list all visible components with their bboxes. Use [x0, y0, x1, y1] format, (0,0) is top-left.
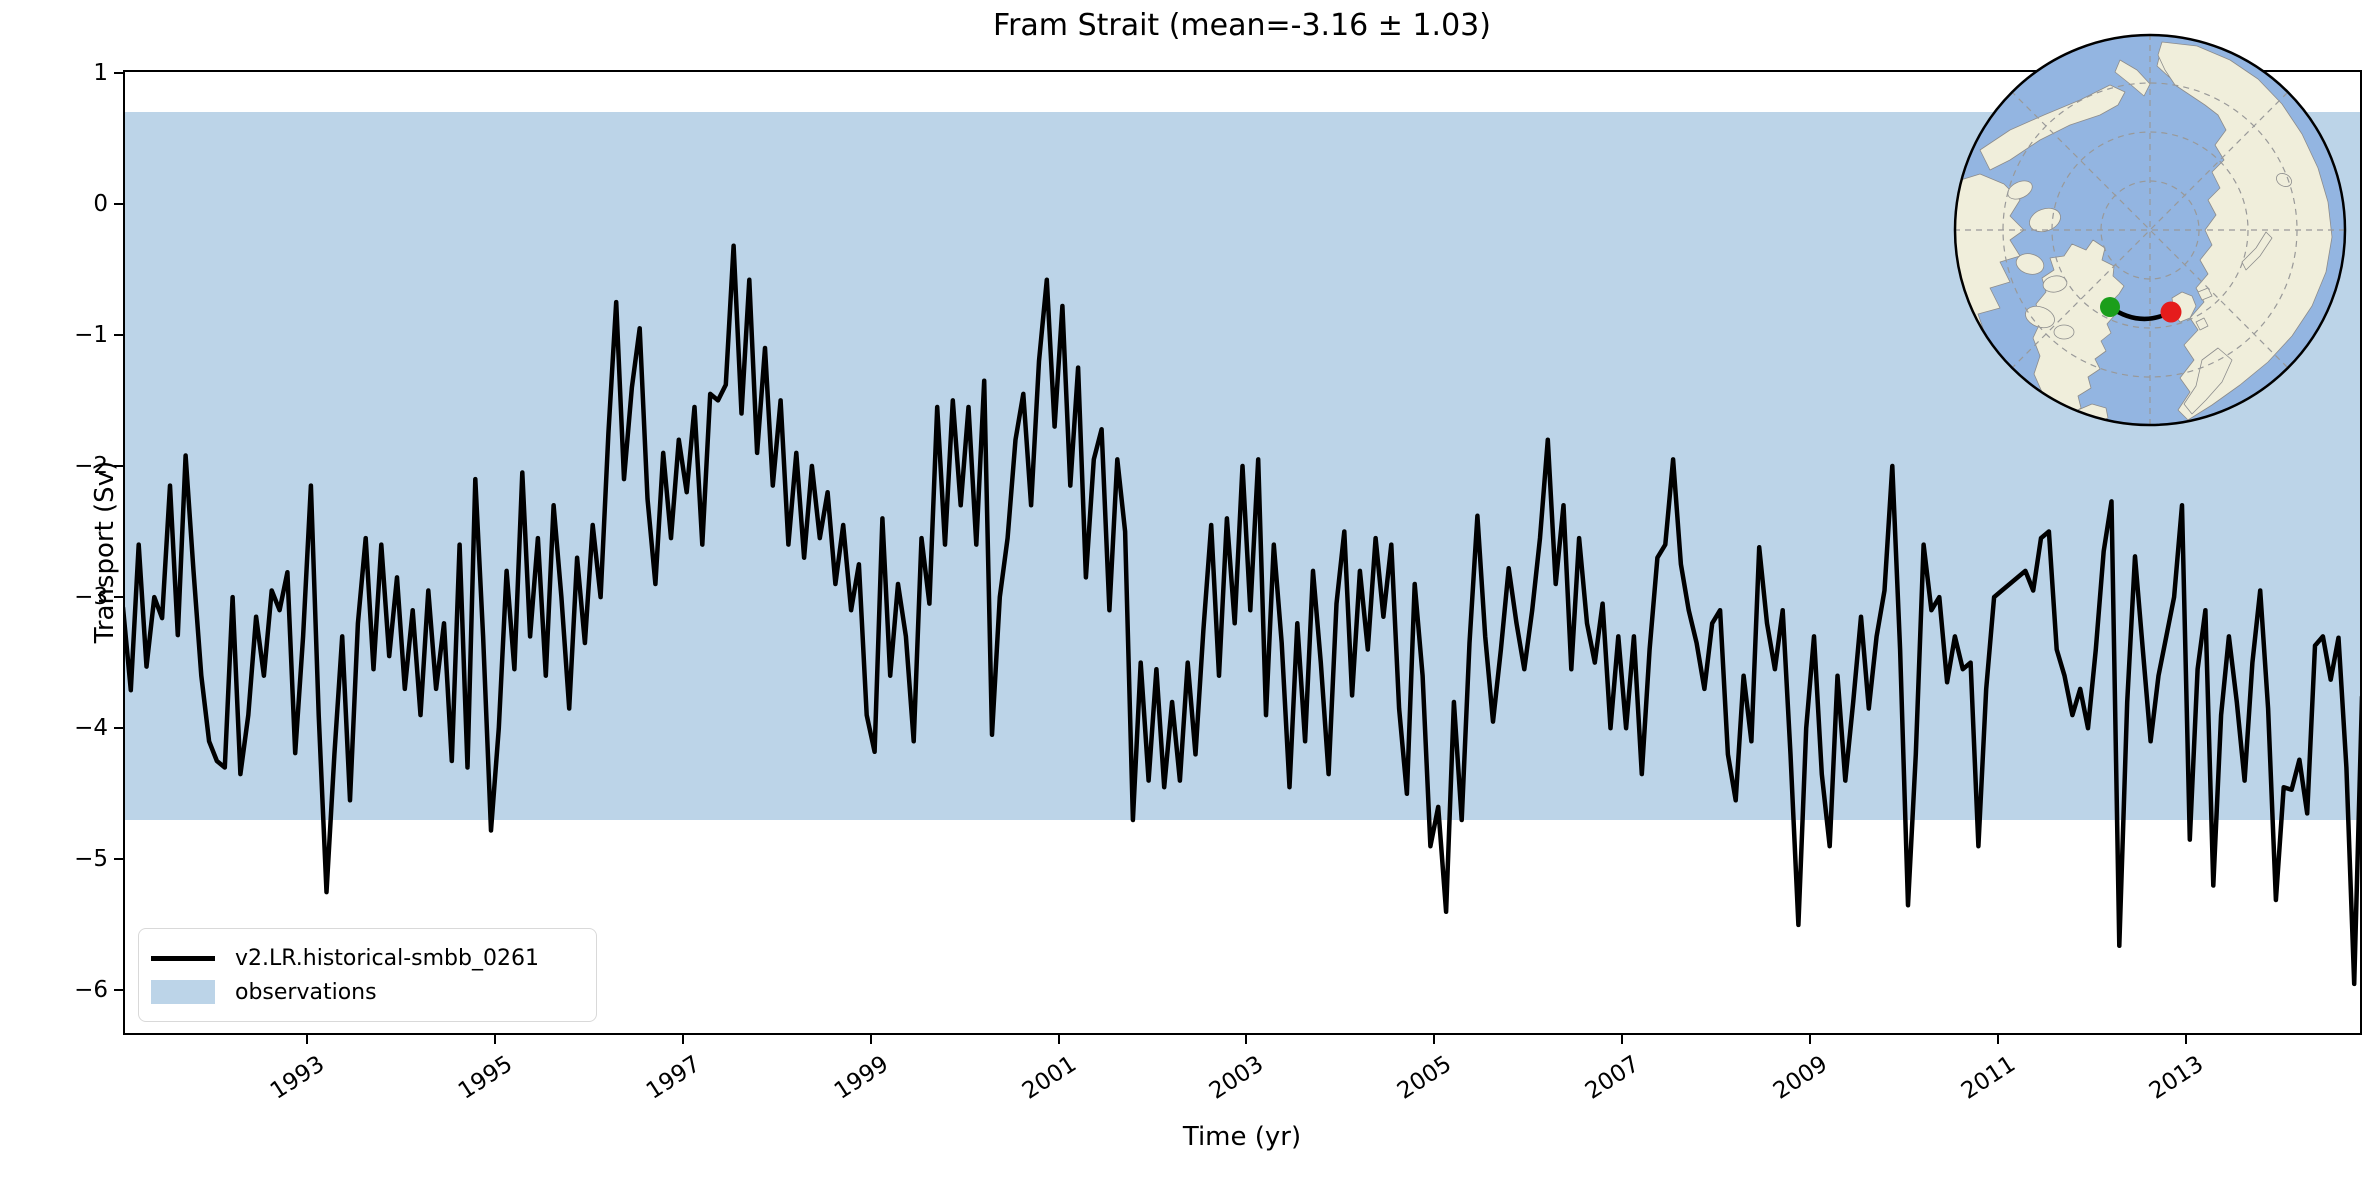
legend-label-model: v2.LR.historical-smbb_0261 — [235, 945, 539, 971]
legend-line-swatch — [151, 955, 215, 961]
legend: v2.LR.historical-smbb_0261 observations — [138, 928, 597, 1022]
x-tick-label: 2003 — [1204, 1051, 1269, 1105]
time-series-canvas — [123, 70, 2362, 1035]
x-tick-label: 2005 — [1392, 1051, 1457, 1105]
x-tick-label: 1995 — [453, 1051, 518, 1105]
y-tick-mark — [114, 989, 123, 991]
x-tick-mark — [1245, 1035, 1247, 1044]
land-arctic-island — [2015, 253, 2045, 275]
y-tick-label: 1 — [93, 60, 108, 86]
y-tick-mark — [114, 727, 123, 729]
legend-entry-observations: observations — [139, 980, 596, 1005]
x-tick-label: 2001 — [1017, 1051, 1082, 1105]
y-tick-label: −5 — [74, 846, 108, 872]
map-graticule — [1955, 35, 2345, 425]
y-tick-label: −2 — [74, 453, 108, 479]
land-scandinavia — [2183, 347, 2233, 415]
legend-label-observations: observations — [235, 979, 377, 1005]
land-arctic-island — [2007, 180, 2033, 200]
y-tick-label: −1 — [74, 322, 108, 348]
y-axis-label: Transport (Sv) — [90, 460, 121, 644]
arctic-inset-map — [1953, 33, 2347, 427]
land-alaska-tip — [2114, 59, 2151, 97]
x-tick-label: 1993 — [265, 1051, 330, 1105]
land-alaska — [1979, 84, 2126, 171]
x-tick-label: 1997 — [641, 1051, 706, 1105]
y-tick-label: 0 — [93, 191, 108, 217]
y-tick-mark — [114, 203, 123, 205]
chart-title: Fram Strait (mean=-3.16 ± 1.03) — [993, 8, 1491, 43]
land-svalbard-s — [2195, 317, 2209, 331]
y-tick-mark — [114, 72, 123, 74]
x-axis-label: Time (yr) — [1182, 1122, 1302, 1152]
legend-entry-model: v2.LR.historical-smbb_0261 — [139, 946, 596, 971]
x-tick-label: 2007 — [1580, 1051, 1645, 1105]
x-tick-label: 1999 — [829, 1051, 894, 1105]
x-tick-mark — [1433, 1035, 1435, 1044]
y-tick-mark — [114, 858, 123, 860]
transect-end-red-dot — [2160, 301, 2182, 323]
land-arctic-island — [2053, 324, 2075, 340]
y-tick-mark — [114, 465, 123, 467]
x-tick-mark — [870, 1035, 872, 1044]
x-tick-mark — [1997, 1035, 1999, 1044]
transect-start-green-dot — [2100, 297, 2120, 317]
x-tick-mark — [494, 1035, 496, 1044]
map-land — [1955, 41, 2333, 425]
land-svalbard-ne — [2197, 287, 2213, 301]
x-tick-label: 2011 — [1956, 1051, 2021, 1105]
x-tick-mark — [2185, 1035, 2187, 1044]
y-tick-label: −6 — [74, 977, 108, 1003]
y-tick-mark — [114, 596, 123, 598]
x-tick-mark — [1621, 1035, 1623, 1044]
land-baffin — [2025, 305, 2055, 329]
y-tick-mark — [114, 334, 123, 336]
legend-patch-swatch — [151, 980, 215, 1004]
x-tick-mark — [1058, 1035, 1060, 1044]
x-tick-label: 2013 — [2144, 1051, 2209, 1105]
axes-spines — [123, 70, 2362, 1035]
land-severnaya-zemlya — [2276, 173, 2292, 187]
x-tick-mark — [682, 1035, 684, 1044]
x-tick-mark — [1809, 1035, 1811, 1044]
series-line-v2.LR.historical-smbb_0261 — [123, 243, 2362, 987]
y-tick-label: −4 — [74, 715, 108, 741]
x-tick-mark — [306, 1035, 308, 1044]
land-novaya-zemlya — [2241, 231, 2273, 271]
x-tick-label: 2009 — [1768, 1051, 1833, 1105]
y-tick-label: −3 — [74, 584, 108, 610]
map-border-circle — [1953, 33, 2347, 427]
land-arctic-island — [2042, 275, 2068, 293]
